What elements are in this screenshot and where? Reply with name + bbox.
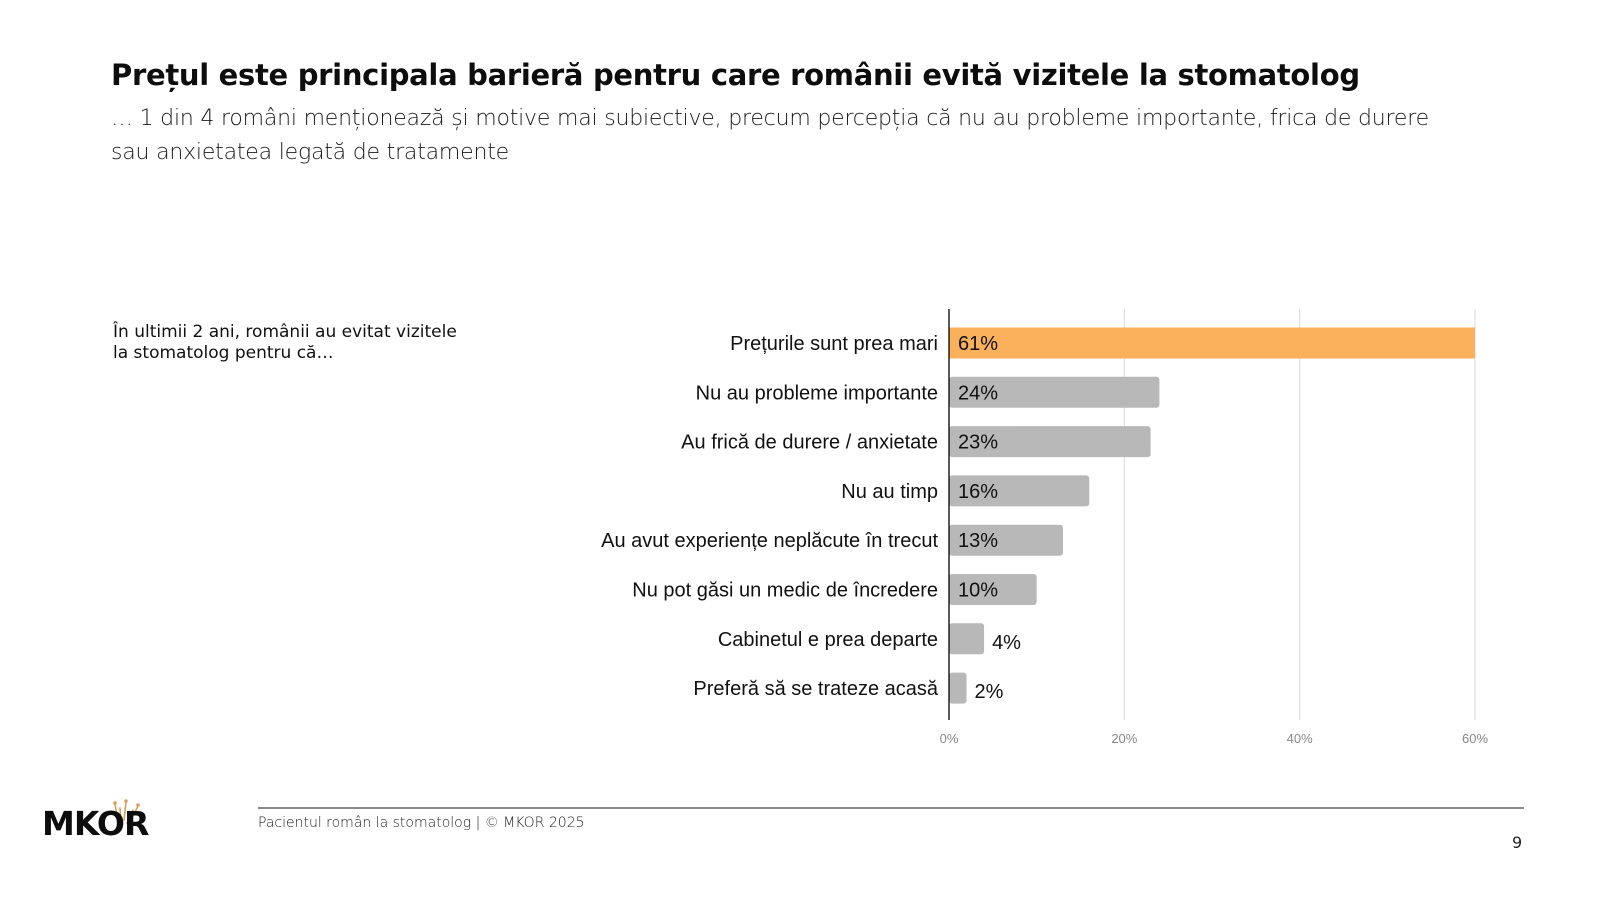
- bar: [949, 475, 1090, 507]
- bar: [949, 426, 1151, 458]
- x-tick-label: 60%: [1462, 731, 1488, 746]
- bars: [949, 327, 1475, 704]
- x-tick-labels: 0% 20% 40% 60%: [940, 731, 1489, 746]
- grid-lines: [1123, 309, 1476, 720]
- value-labels: 61% 24% 23% 16% 13% 10% 4% 2%: [958, 333, 1021, 703]
- value-label: 13%: [958, 530, 998, 552]
- x-tick-label: 40%: [1287, 731, 1313, 746]
- slide-subtitle: … 1 din 4 români menționează și motive m…: [111, 106, 1429, 165]
- category-label: Cabinetul e prea departe: [718, 629, 938, 651]
- bar: [949, 327, 1475, 359]
- value-label: 23%: [958, 432, 998, 454]
- category-label: Nu pot găsi un medic de încredere: [632, 580, 938, 602]
- category-labels: Prețurile sunt prea mari Nu au probleme i…: [601, 333, 939, 700]
- category-label: Prețurile sunt prea mari: [730, 333, 938, 355]
- category-label: Au avut experiențe neplăcute în trecut: [601, 530, 938, 552]
- bar: [949, 376, 1160, 408]
- category-label: Nu au timp: [841, 481, 938, 503]
- slide-title: Prețul este principala barieră pentru ca…: [111, 58, 1360, 92]
- x-tick-label: 0%: [940, 731, 959, 746]
- bar: [949, 574, 1037, 605]
- category-label: Au frică de durere / anxietate: [681, 432, 938, 454]
- bar: [949, 524, 1063, 556]
- x-tick-label: 20%: [1111, 731, 1137, 746]
- value-label: 24%: [958, 382, 998, 404]
- value-label: 4%: [992, 632, 1021, 654]
- category-label: Nu au probleme importante: [696, 382, 938, 404]
- bar: [949, 623, 985, 655]
- bar: [949, 672, 967, 704]
- footer-text: Pacientul român la stomatolog | © MKOR 2…: [258, 815, 585, 831]
- value-label: 10%: [958, 580, 998, 602]
- value-label: 2%: [975, 681, 1004, 703]
- logo-text: MKOR: [42, 804, 149, 843]
- crown-icon: [113, 799, 140, 824]
- page-number: 9: [1512, 833, 1523, 852]
- value-label: 16%: [958, 481, 998, 503]
- category-label: Preferă să se trateze acasă: [693, 678, 938, 700]
- footer-divider: [258, 807, 1524, 809]
- survey-question: În ultimii 2 ani, românii au evitat vizi…: [113, 322, 457, 363]
- mkor-logo: MKOR: [42, 798, 192, 848]
- value-label: 61%: [958, 333, 998, 355]
